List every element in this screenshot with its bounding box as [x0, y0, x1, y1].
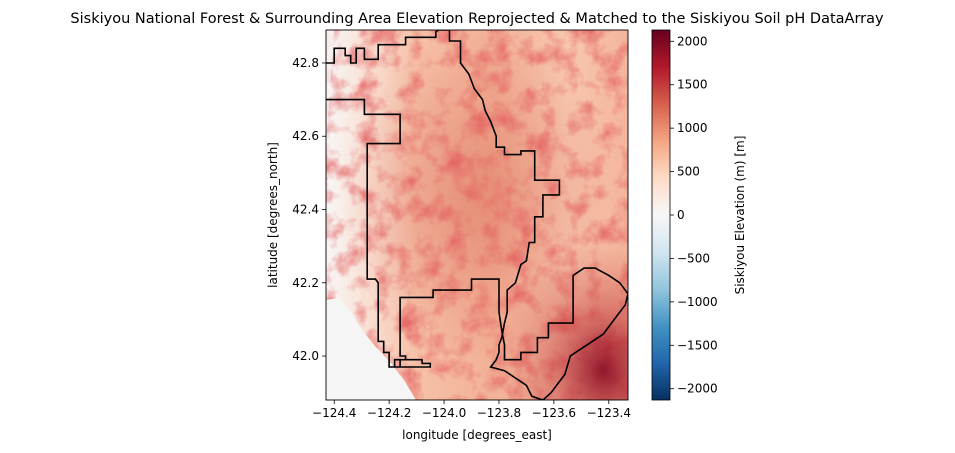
y-tick-label: 42.2	[292, 276, 319, 290]
y-axis-ticks: 42.0 42.2 42.4 42.6 42.8	[292, 56, 326, 363]
x-tick-label: −123.8	[477, 406, 521, 420]
x-axis-label: longitude [degrees_east]	[402, 428, 552, 442]
x-tick-label: −123.6	[532, 406, 576, 420]
colorbar-ticks: 2000 1500 1000 500 0 −500 −1000 −1500 −2000	[670, 34, 718, 396]
colorbar-tick-label: 1000	[677, 121, 708, 135]
forest-boundary	[326, 30, 628, 400]
axes-frame	[325, 29, 629, 401]
x-tick-label: −124.4	[312, 406, 356, 420]
colorbar-tick-label: 2000	[677, 34, 708, 48]
colorbar-tick-label: −1000	[677, 295, 718, 309]
x-tick-label: −124.0	[422, 406, 466, 420]
forest-boundary-line	[326, 30, 628, 400]
colorbar-tick-label: 500	[677, 165, 700, 179]
colorbar-tick-label: −2000	[677, 382, 718, 396]
colorbar-tick-label: 1500	[677, 78, 708, 92]
y-tick-label: 42.6	[292, 129, 319, 143]
y-tick-label: 42.0	[292, 349, 319, 363]
y-axis-label: latitude [degrees_north]	[266, 142, 280, 288]
y-tick-label: 42.8	[292, 56, 319, 70]
elevation-raster	[326, 30, 628, 400]
colorbar-tick-label: −1500	[677, 338, 718, 352]
colorbar	[652, 30, 670, 400]
x-tick-label: −123.4	[587, 406, 631, 420]
colorbar-tick-label: 0	[677, 208, 685, 222]
colorbar-tick-label: −500	[677, 251, 710, 265]
chart-title: Siskiyou National Forest & Surrounding A…	[70, 11, 884, 27]
y-tick-label: 42.4	[292, 203, 319, 217]
x-tick-label: −124.2	[367, 406, 411, 420]
x-axis-ticks: −124.4 −124.2 −124.0 −123.8 −123.6 −123.4	[312, 400, 631, 420]
colorbar-label: Siskiyou Elevation (m) [m]	[733, 136, 747, 295]
